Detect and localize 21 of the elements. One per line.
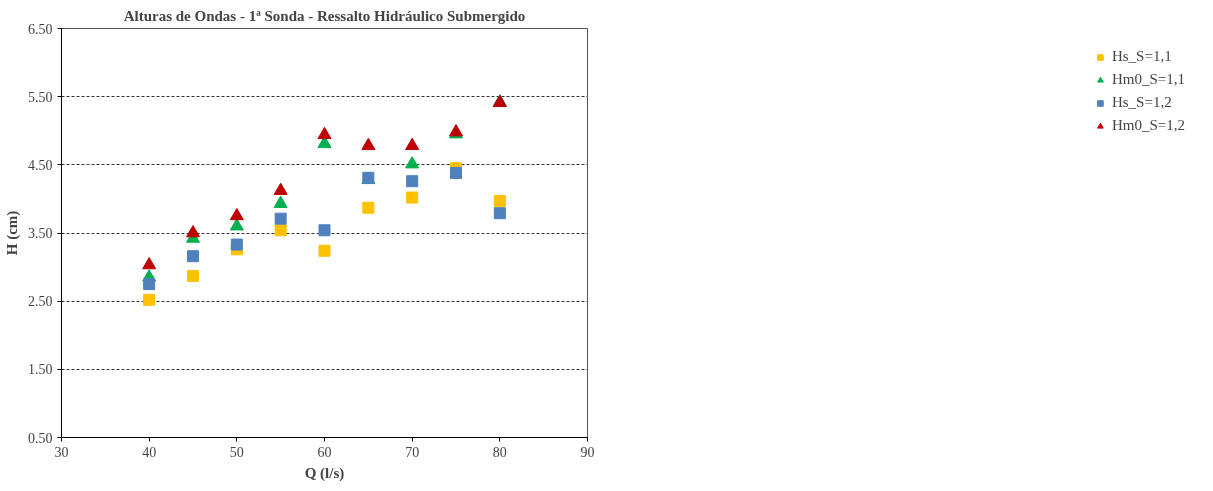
y-tick-label: 5.50: [28, 89, 53, 105]
chart-title: Alturas de Ondas - 1ª Sonda - Ressalto Hidráulico Submergido: [123, 7, 526, 24]
x-tick-label: 70: [405, 444, 420, 460]
legend-label: Hs_S=1,2: [1111, 94, 1172, 111]
y-tick-label: 6.50: [28, 21, 53, 37]
legend-label: Hs_S=1,1: [1111, 48, 1172, 65]
y-tick-label: 4.50: [28, 157, 53, 173]
x-axis-title: Q (l/s): [304, 464, 345, 482]
x-tick-label: 40: [142, 444, 157, 460]
y-tick-label: 1.50: [28, 362, 53, 378]
legend-label: Hm0_S=1,1: [1111, 71, 1185, 88]
x-tick-label: 30: [54, 444, 69, 460]
x-tick-label: 50: [229, 444, 244, 460]
legend-label: Hm0_S=1,2: [1111, 117, 1185, 134]
x-tick-label: 60: [317, 444, 332, 460]
y-tick-label: 0.50: [28, 430, 53, 446]
y-tick-label: 2.50: [28, 294, 53, 310]
x-tick-label: 80: [492, 444, 507, 460]
y-tick-label: 3.50: [28, 226, 53, 241]
y-axis-title: H (cm): [4, 210, 21, 256]
x-tick-label: 90: [580, 444, 595, 460]
